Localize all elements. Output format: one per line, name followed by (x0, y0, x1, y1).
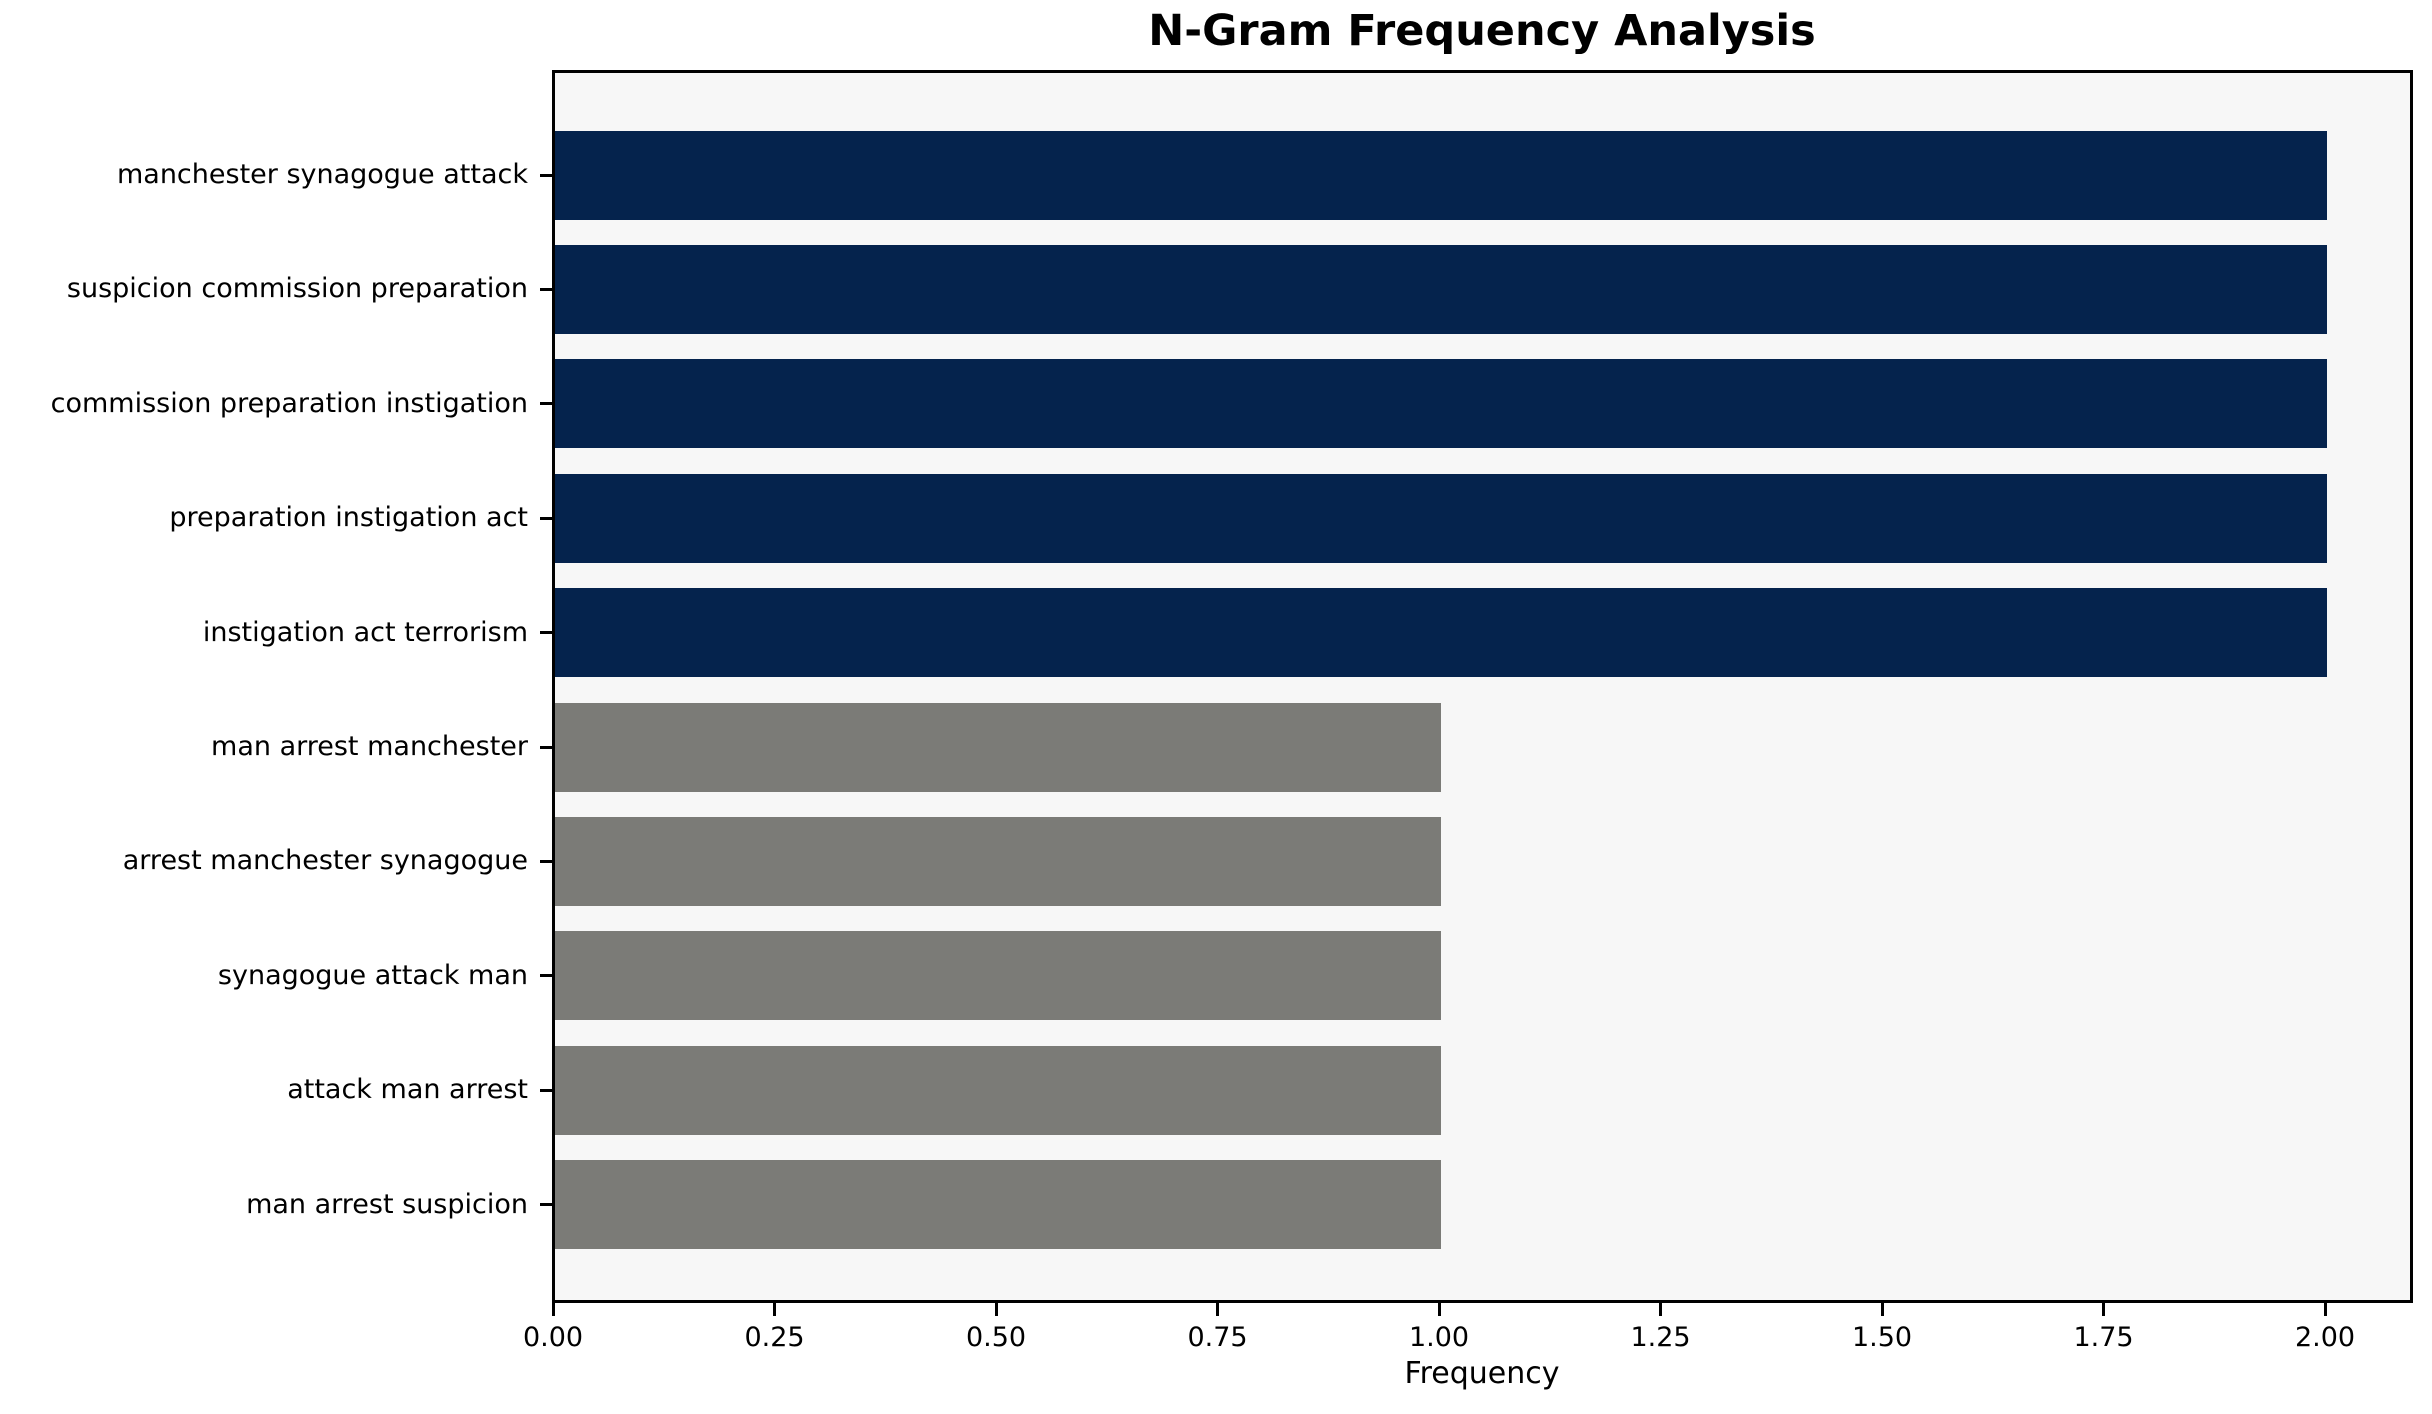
bar (555, 244, 2327, 334)
chart-title: N-Gram Frequency Analysis (1148, 6, 1816, 56)
x-tick-label: 1.75 (2073, 1322, 2134, 1353)
y-axis-label: instigation act terrorism (202, 616, 528, 648)
y-axis-label: manchester synagogue attack (116, 159, 528, 190)
x-tick-label: 0.00 (522, 1322, 584, 1353)
bar (555, 816, 1441, 906)
x-tick-label: 1.00 (1408, 1322, 1470, 1353)
x-tick-mark (1659, 1303, 1662, 1316)
bar (555, 1045, 1441, 1135)
y-axis-label: preparation instigation act (169, 502, 528, 534)
x-tick-mark (2323, 1303, 2327, 1316)
bar (555, 702, 1441, 792)
x-tick-label: 1.25 (1630, 1322, 1691, 1353)
x-tick-label: 2.00 (2294, 1322, 2356, 1353)
bar (555, 588, 2327, 678)
bar (555, 359, 2327, 449)
x-tick-label: 0.50 (965, 1322, 1027, 1353)
y-axis-label: suspicion commission preparation (66, 273, 528, 305)
y-axis-label: commission preparation instigation (50, 387, 528, 419)
y-axis-label: attack man arrest (287, 1074, 528, 1106)
x-tick-mark (551, 1303, 555, 1316)
x-tick-mark (2102, 1303, 2105, 1316)
x-tick-mark (1880, 1303, 1884, 1316)
y-axis-label: man arrest suspicion (246, 1188, 528, 1220)
x-tick-mark (773, 1303, 776, 1316)
x-tick-mark (1437, 1303, 1441, 1316)
x-tick-label: 1.50 (1851, 1322, 1913, 1353)
y-axis-label: synagogue attack man (217, 959, 528, 991)
bar (555, 473, 2327, 563)
bar (555, 931, 1441, 1021)
x-axis-title: Frequency (1404, 1356, 1560, 1391)
x-tick-mark (1216, 1303, 1219, 1316)
y-tick-mark (540, 516, 552, 520)
x-tick-mark (994, 1303, 998, 1316)
y-tick-mark (540, 631, 552, 635)
y-tick-mark (540, 1088, 552, 1092)
y-tick-mark (540, 1203, 552, 1207)
bar (555, 1160, 1441, 1250)
bar (555, 130, 2327, 220)
plot-area (552, 70, 2413, 1303)
y-tick-mark (540, 287, 552, 291)
y-tick-mark (540, 974, 552, 978)
y-tick-mark (540, 859, 552, 863)
y-axis-label: man arrest manchester (211, 731, 528, 762)
y-tick-mark (540, 745, 552, 749)
x-tick-label: 0.25 (744, 1322, 805, 1353)
y-axis-label: arrest manchester synagogue (122, 845, 528, 877)
x-tick-label: 0.75 (1187, 1322, 1248, 1353)
y-tick-mark (540, 173, 552, 177)
y-tick-mark (540, 402, 552, 406)
